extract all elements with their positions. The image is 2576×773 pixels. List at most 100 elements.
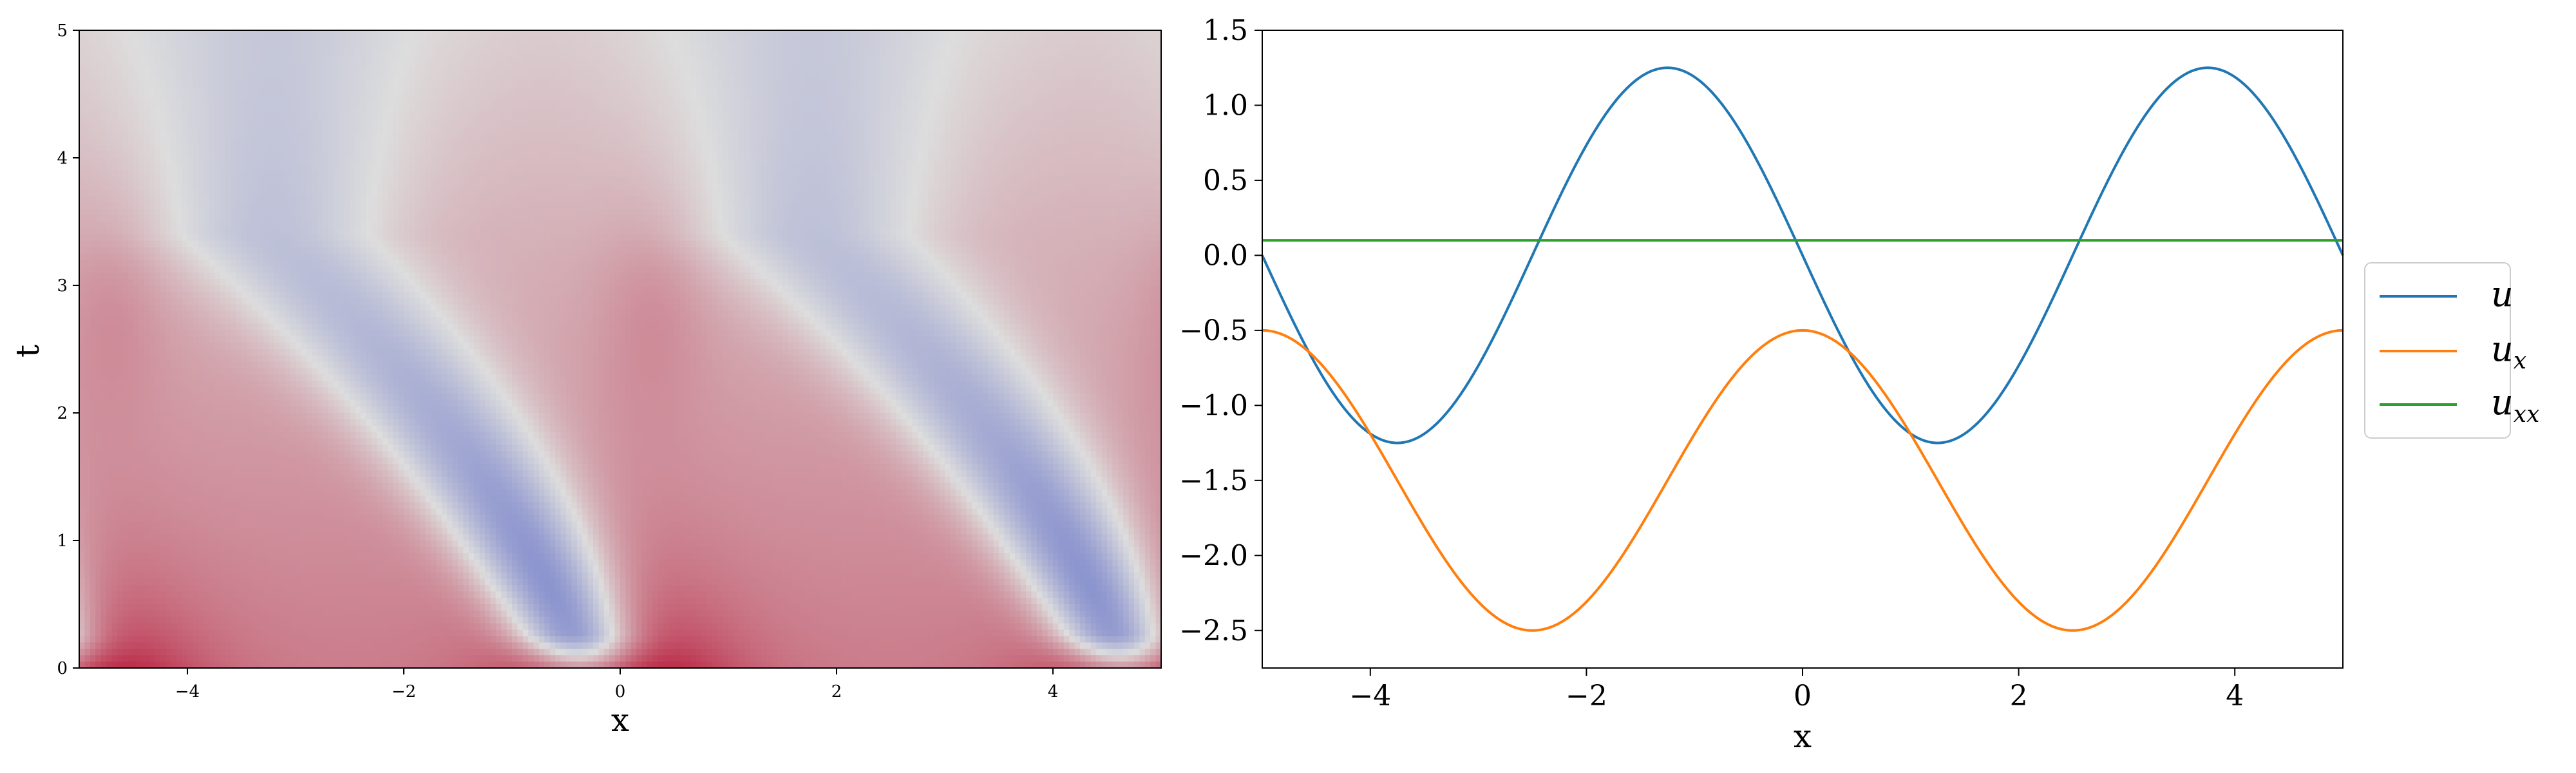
heatmap-cell bbox=[799, 138, 805, 146]
heatmap-cell bbox=[414, 49, 421, 57]
heatmap-cell bbox=[111, 49, 118, 57]
heatmap-cell bbox=[907, 75, 913, 82]
heatmap-cell bbox=[398, 113, 404, 120]
heatmap-cell bbox=[1047, 30, 1054, 37]
heatmap-cell bbox=[263, 119, 269, 127]
heatmap-cell bbox=[988, 75, 994, 82]
heatmap-cell bbox=[1058, 106, 1065, 114]
heatmap-cell bbox=[993, 68, 999, 75]
heatmap-cell bbox=[517, 113, 524, 120]
heatmap-cell bbox=[1053, 62, 1059, 69]
heatmap-cell bbox=[766, 62, 772, 69]
heatmap-cell bbox=[436, 158, 442, 165]
heatmap-cell bbox=[90, 170, 96, 178]
heatmap-cell bbox=[901, 138, 907, 146]
heatmap-cell bbox=[1036, 170, 1043, 178]
heatmap-cell bbox=[414, 145, 421, 152]
heatmap-cell bbox=[918, 183, 923, 191]
heatmap-cell bbox=[593, 132, 599, 139]
heatmap-cell bbox=[528, 88, 535, 95]
heatmap-cell bbox=[928, 49, 934, 57]
heatmap-cell bbox=[517, 49, 524, 57]
heatmap-cell bbox=[1090, 132, 1097, 139]
heatmap-cell bbox=[247, 62, 253, 69]
heatmap-cell bbox=[387, 81, 393, 88]
heatmap-cell bbox=[382, 164, 388, 171]
heatmap-cell bbox=[117, 138, 123, 146]
heatmap-cell bbox=[182, 119, 188, 127]
heatmap-cell bbox=[701, 170, 707, 178]
heatmap-cell bbox=[837, 132, 842, 139]
heatmap-cell bbox=[896, 170, 902, 178]
heatmap-cell bbox=[945, 68, 951, 75]
heatmap-cell bbox=[1031, 164, 1037, 171]
heatmap-cell bbox=[252, 177, 258, 184]
heatmap-cell bbox=[647, 113, 653, 120]
heatmap-cell bbox=[923, 164, 929, 171]
heatmap-cell bbox=[874, 145, 880, 152]
heatmap-cell bbox=[366, 88, 372, 95]
heatmap-cell bbox=[306, 119, 312, 127]
heatmap-cell bbox=[350, 106, 355, 114]
heatmap-cell bbox=[1009, 88, 1016, 95]
heatmap-cell bbox=[517, 55, 524, 63]
heatmap-cell bbox=[144, 55, 150, 63]
heatmap-cell bbox=[755, 30, 761, 37]
heatmap-cell bbox=[782, 119, 788, 127]
heatmap-cell bbox=[479, 30, 486, 37]
heatmap-cell bbox=[598, 138, 605, 146]
heatmap-cell bbox=[1134, 145, 1140, 152]
heatmap-cell bbox=[810, 30, 815, 37]
heatmap-cell bbox=[393, 62, 399, 69]
heatmap-cell bbox=[106, 138, 112, 146]
heatmap-cell bbox=[377, 145, 383, 152]
heatmap-cell bbox=[84, 49, 91, 57]
heatmap-cell bbox=[1009, 138, 1016, 146]
heatmap-cell bbox=[723, 75, 729, 82]
heatmap-cell bbox=[1150, 164, 1157, 171]
heatmap-cell bbox=[100, 183, 107, 191]
heatmap-cell bbox=[885, 119, 891, 127]
heatmap-cell bbox=[777, 100, 783, 108]
heatmap-cell bbox=[912, 36, 918, 44]
heatmap-cell bbox=[263, 151, 269, 158]
heatmap-cell bbox=[155, 170, 161, 178]
heatmap-cell bbox=[1085, 81, 1092, 88]
heatmap-cell bbox=[934, 68, 940, 75]
heatmap-cell bbox=[138, 183, 145, 191]
heatmap-cell bbox=[468, 75, 475, 82]
heatmap-cell bbox=[576, 62, 583, 69]
heatmap-cell bbox=[539, 62, 545, 69]
heatmap-cell bbox=[1134, 170, 1140, 178]
heatmap-cell bbox=[269, 43, 274, 50]
heatmap-cell bbox=[647, 43, 653, 50]
heatmap-cell bbox=[972, 126, 978, 133]
heatmap-cell bbox=[625, 158, 632, 165]
heatmap-cell bbox=[106, 75, 112, 82]
heatmap-cell bbox=[864, 43, 869, 50]
heatmap-cell bbox=[799, 119, 805, 127]
heatmap-cell bbox=[891, 145, 896, 152]
heatmap-cell bbox=[761, 145, 767, 152]
heatmap-cell bbox=[555, 55, 562, 63]
heatmap-cell bbox=[414, 106, 421, 114]
heatmap-cell bbox=[231, 68, 237, 75]
heatmap-cell bbox=[231, 75, 237, 82]
heatmap-cell bbox=[869, 68, 875, 75]
heatmap-cell bbox=[328, 177, 334, 184]
heatmap-cell bbox=[144, 126, 150, 133]
heatmap-cell bbox=[864, 68, 869, 75]
heatmap-cell bbox=[988, 68, 994, 75]
heatmap-cell bbox=[831, 164, 837, 171]
heatmap-cell bbox=[214, 145, 220, 152]
heatmap-cell bbox=[1128, 138, 1135, 146]
heatmap-cell bbox=[441, 170, 448, 178]
heatmap-cell bbox=[236, 55, 242, 63]
heatmap-cell bbox=[1101, 62, 1108, 69]
heatmap-cell bbox=[171, 183, 177, 191]
heatmap-cell bbox=[625, 81, 632, 88]
heatmap-cell bbox=[728, 113, 734, 120]
heatmap-cell bbox=[869, 158, 875, 165]
heatmap-cell bbox=[1058, 145, 1065, 152]
heatmap-cell bbox=[652, 138, 659, 146]
